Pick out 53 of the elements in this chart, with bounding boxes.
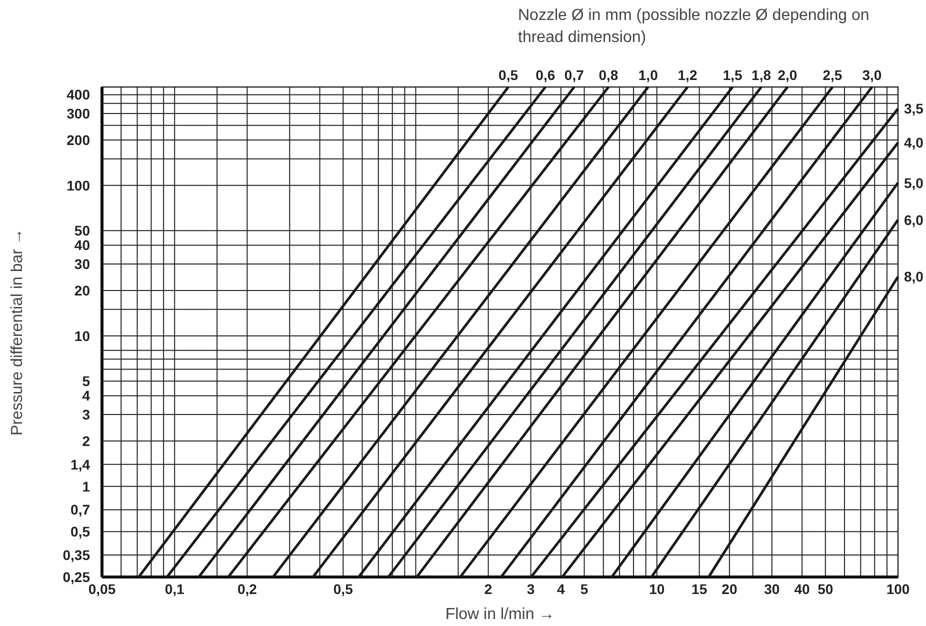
x-tick-label: 2 bbox=[484, 581, 492, 597]
series-label: 2,5 bbox=[822, 67, 842, 83]
series-label: 0,8 bbox=[598, 67, 618, 83]
x-tick-label: 40 bbox=[794, 581, 810, 597]
y-tick-label: 0,35 bbox=[62, 547, 90, 564]
y-tick-label: 50 bbox=[74, 222, 90, 239]
series-label: 4,0 bbox=[904, 134, 924, 151]
y-tick-label: 300 bbox=[66, 106, 90, 122]
y-tick-label: 5 bbox=[82, 373, 90, 390]
series-label: 5,0 bbox=[904, 174, 924, 191]
y-tick-label: 100 bbox=[66, 177, 90, 194]
series-label: 2,0 bbox=[778, 67, 798, 83]
y-tick-label: 20 bbox=[74, 282, 90, 299]
series-label: 8,0 bbox=[904, 268, 924, 285]
x-tick-label: 0,2 bbox=[237, 581, 258, 597]
x-tick-label: 100 bbox=[886, 581, 910, 597]
series-label: 0,5 bbox=[498, 67, 518, 83]
series-label: 0,6 bbox=[536, 67, 556, 83]
series-label: 3,5 bbox=[904, 100, 924, 117]
y-tick-label: 400 bbox=[66, 86, 90, 103]
y-axis-title: Pressure differential in bar → bbox=[9, 228, 26, 436]
y-tick-label: 3 bbox=[82, 406, 90, 423]
series-label: 1,8 bbox=[752, 67, 772, 83]
series-label: 0,7 bbox=[564, 67, 584, 83]
x-tick-label: 0,5 bbox=[333, 581, 354, 597]
y-tick-label: 2 bbox=[82, 433, 90, 450]
x-tick-label: 10 bbox=[649, 581, 665, 597]
x-tick-label: 0,1 bbox=[164, 581, 185, 597]
y-tick-label: 1 bbox=[82, 478, 90, 494]
y-tick-label: 30 bbox=[74, 256, 90, 272]
series-label: 1,2 bbox=[678, 67, 698, 83]
x-tick-label: 0,05 bbox=[88, 581, 116, 597]
x-tick-label: 3 bbox=[526, 581, 535, 597]
text: Nozzle Ø in mm (possible nozzle Ø depending on thread dimension) bbox=[518, 7, 870, 46]
y-tick-label: 10 bbox=[74, 328, 90, 344]
y-tick-label: 0,7 bbox=[70, 502, 90, 518]
x-tick-label: 30 bbox=[764, 581, 780, 597]
y-tick-label: 40 bbox=[74, 237, 90, 254]
series-label: 6,0 bbox=[904, 212, 924, 228]
series-label: 1,0 bbox=[638, 67, 658, 83]
x-tick-label: 50 bbox=[818, 581, 834, 597]
x-axis-title: Flow in l/min → bbox=[445, 606, 555, 623]
y-tick-label: 4 bbox=[82, 388, 90, 404]
x-tick-label: 5 bbox=[580, 581, 588, 597]
x-tick-label: 4 bbox=[557, 581, 566, 597]
y-tick-label: 200 bbox=[66, 132, 90, 148]
series-label: 3,0 bbox=[862, 67, 882, 83]
y-tick-label: 1,4 bbox=[70, 456, 90, 472]
y-tick-label: 0,5 bbox=[70, 524, 90, 540]
x-tick-label: 15 bbox=[692, 581, 708, 597]
y-tick-label: 0,25 bbox=[62, 569, 90, 585]
series-label: 1,5 bbox=[722, 67, 742, 83]
x-tick-label: 20 bbox=[722, 581, 738, 597]
